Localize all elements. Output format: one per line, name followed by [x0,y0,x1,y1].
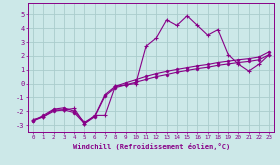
X-axis label: Windchill (Refroidissement éolien,°C): Windchill (Refroidissement éolien,°C) [73,143,230,150]
